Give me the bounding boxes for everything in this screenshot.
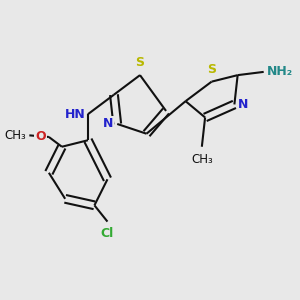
Text: N: N (103, 118, 113, 130)
Text: S: S (207, 63, 216, 76)
Text: NH₂: NH₂ (267, 65, 293, 78)
Text: Cl: Cl (101, 227, 114, 241)
Text: N: N (238, 98, 249, 111)
Text: CH₃: CH₃ (4, 129, 26, 142)
Text: O: O (35, 130, 46, 143)
Text: HN: HN (64, 108, 85, 121)
Text: CH₃: CH₃ (191, 153, 213, 166)
Text: S: S (136, 56, 145, 69)
